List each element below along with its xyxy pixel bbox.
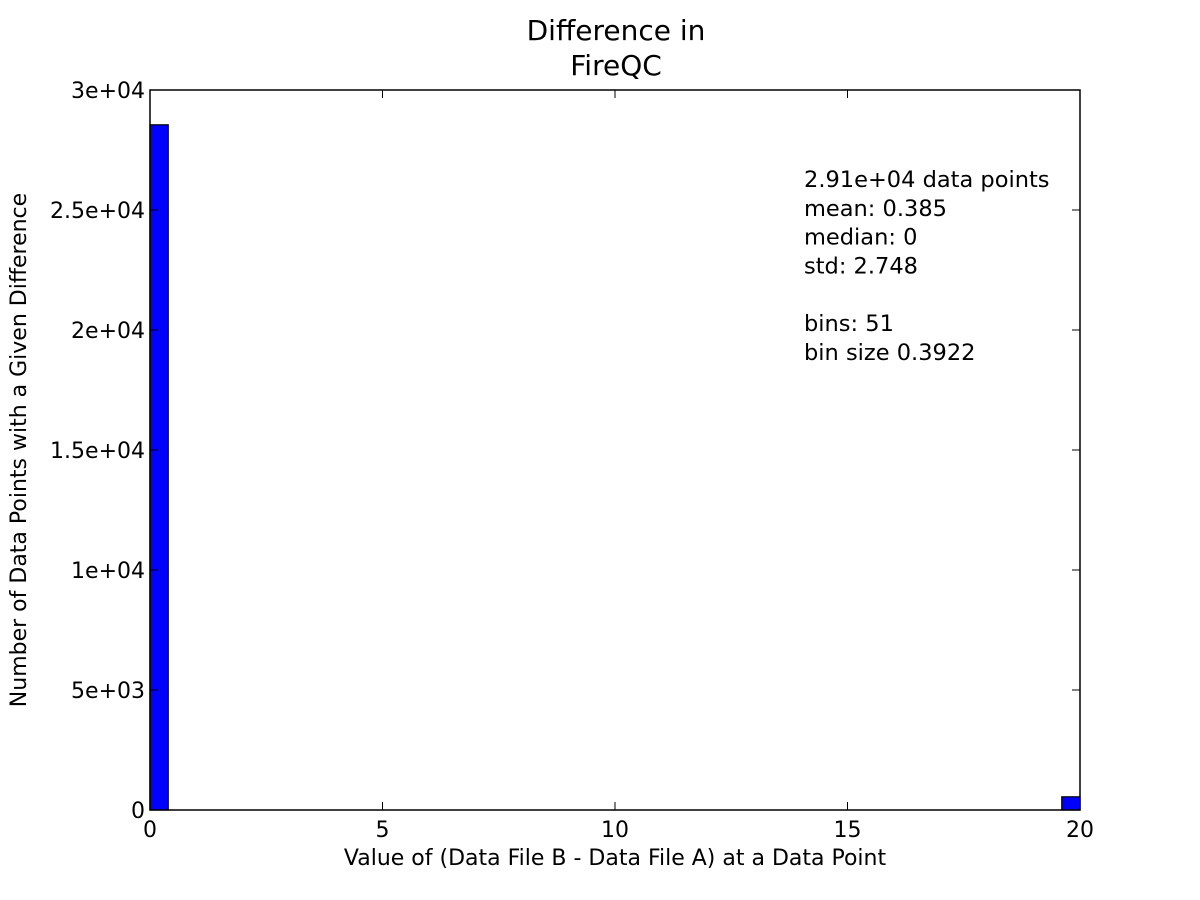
stats-line: std: 2.748 bbox=[804, 253, 918, 279]
x-tick-label: 0 bbox=[143, 818, 157, 843]
stats-line: 2.91e+04 data points bbox=[804, 167, 1050, 193]
histogram-bar bbox=[149, 124, 169, 811]
stats-line: mean: 0.385 bbox=[804, 196, 947, 222]
y-tick-label: 5e+03 bbox=[71, 679, 145, 704]
y-tick-label: 1.5e+04 bbox=[50, 439, 145, 464]
y-tick-label: 0 bbox=[131, 799, 145, 824]
y-tick-label: 3e+04 bbox=[71, 79, 145, 104]
y-tick-labels: 0 5e+03 1e+04 1.5e+04 2e+04 2.5e+04 3e+04 bbox=[50, 79, 145, 824]
x-tick-label: 10 bbox=[601, 818, 629, 843]
stats-line: bins: 51 bbox=[804, 311, 894, 337]
x-tick-label: 5 bbox=[376, 818, 390, 843]
histogram-bar bbox=[1061, 796, 1081, 811]
chart-title-line-2: FireQC bbox=[570, 49, 662, 82]
x-axis-label: Value of (Data File B - Data File A) at … bbox=[344, 846, 887, 871]
plot-frame bbox=[149, 89, 1081, 811]
x-tick-labels: 0 5 10 15 20 bbox=[143, 818, 1094, 843]
plot-area bbox=[150, 90, 1080, 810]
stats-line: median: 0 bbox=[804, 225, 917, 251]
stats-annotation: 2.91e+04 data points mean: 0.385 median: 0… bbox=[804, 167, 1050, 366]
stats-line: bin size 0.3922 bbox=[804, 340, 975, 366]
y-tick-label: 2e+04 bbox=[71, 319, 145, 344]
x-tick-label: 20 bbox=[1066, 818, 1094, 843]
chart-title-line-1: Difference in bbox=[527, 14, 706, 47]
x-tick-label: 15 bbox=[834, 818, 862, 843]
y-tick-label: 2.5e+04 bbox=[50, 199, 145, 224]
y-axis-label: Number of Data Points with a Given Diffe… bbox=[7, 193, 32, 707]
chart-title: Difference in FireQC bbox=[527, 14, 706, 82]
y-tick-label: 1e+04 bbox=[71, 559, 145, 584]
